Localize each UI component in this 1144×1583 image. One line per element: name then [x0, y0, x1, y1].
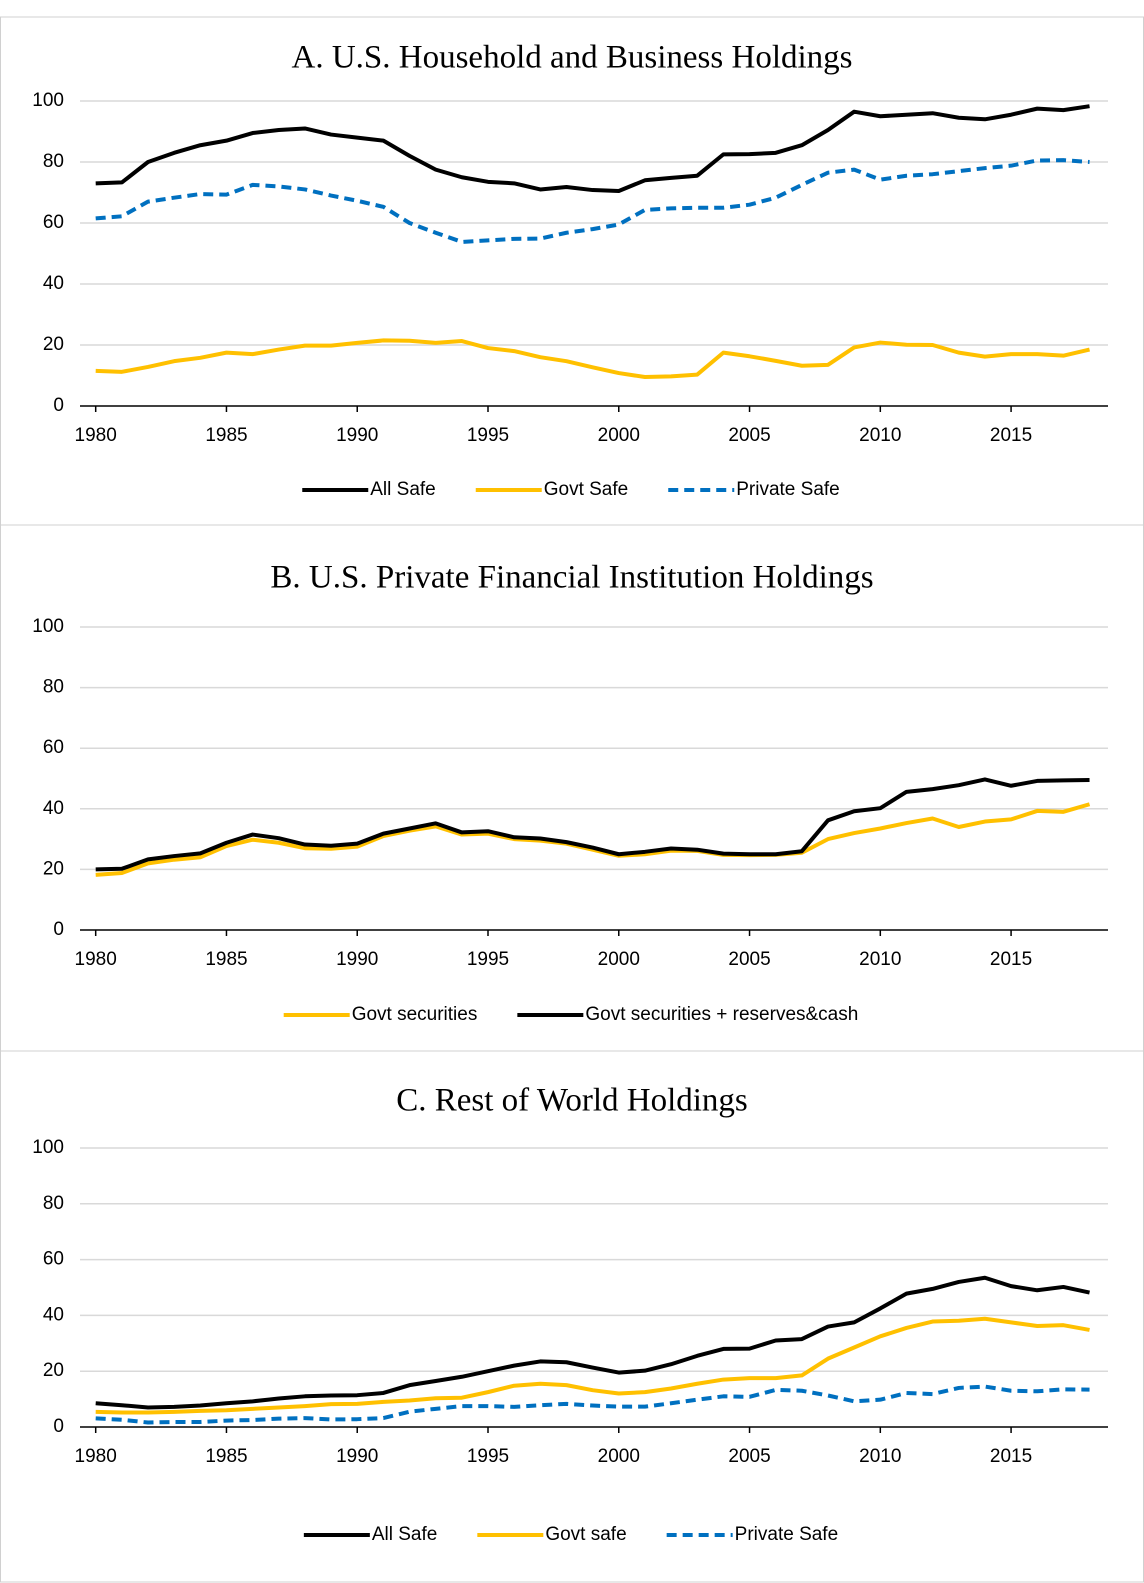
- x-tick-label: 2015: [990, 425, 1032, 446]
- x-tick-label: 1985: [205, 949, 247, 970]
- x-tick-label: 1995: [467, 1446, 509, 1467]
- x-tick-label: 1995: [467, 949, 509, 970]
- x-tick-label: 2005: [728, 949, 770, 970]
- panel-frame: [0, 524, 1144, 1052]
- legend-label: All Safe: [370, 479, 435, 500]
- x-tick-label: 2010: [859, 425, 901, 446]
- series-line: [95, 338, 1090, 380]
- y-tick-label: 40: [43, 1304, 64, 1325]
- y-tick-label: 20: [43, 858, 64, 879]
- x-tick-label: 2005: [728, 1446, 770, 1467]
- y-tick-label: 0: [53, 395, 64, 416]
- x-tick-label: 1990: [336, 1446, 378, 1467]
- chart-title: B. U.S. Private Financial Institution Ho…: [270, 560, 873, 596]
- x-tick-label: 2010: [859, 949, 901, 970]
- y-tick-label: 80: [43, 677, 64, 698]
- x-tick-label: 2015: [990, 949, 1032, 970]
- series-line: [95, 1275, 1090, 1410]
- x-tick-label: 2015: [990, 1446, 1032, 1467]
- x-tick-label: 1990: [336, 425, 378, 446]
- y-tick-label: 40: [43, 798, 64, 819]
- series-line: [95, 777, 1090, 872]
- x-tick-label: 2000: [598, 1446, 640, 1467]
- y-tick-label: 60: [43, 1249, 64, 1270]
- chart-title: C. Rest of World Holdings: [396, 1083, 748, 1119]
- x-tick-label: 1980: [75, 1446, 117, 1467]
- y-tick-label: 100: [32, 616, 64, 637]
- x-tick-label: 2000: [598, 425, 640, 446]
- x-tick-label: 1980: [75, 425, 117, 446]
- panel-frame: [0, 1050, 1144, 1583]
- x-tick-label: 1985: [205, 1446, 247, 1467]
- series-line: [95, 1316, 1090, 1415]
- x-tick-label: 1985: [205, 425, 247, 446]
- legend-label: Govt Safe: [544, 479, 629, 500]
- series-line: [95, 104, 1090, 193]
- series-line: [95, 1384, 1090, 1425]
- legend-label: Govt securities: [352, 1004, 478, 1025]
- legend-label: Govt safe: [545, 1524, 626, 1545]
- y-tick-label: 40: [43, 273, 64, 294]
- y-tick-label: 60: [43, 737, 64, 758]
- x-tick-label: 1995: [467, 425, 509, 446]
- y-tick-label: 20: [43, 1360, 64, 1381]
- y-tick-label: 0: [53, 919, 64, 940]
- legend-label: All Safe: [372, 1524, 437, 1545]
- x-tick-label: 1980: [75, 949, 117, 970]
- y-tick-label: 100: [32, 90, 64, 111]
- chart-title: A. U.S. Household and Business Holdings: [291, 40, 852, 76]
- x-tick-label: 2010: [859, 1446, 901, 1467]
- y-tick-label: 60: [43, 212, 64, 233]
- y-tick-label: 100: [32, 1137, 64, 1158]
- panel-frame: [0, 16, 1144, 526]
- legend-label: Govt securities + reserves&cash: [585, 1004, 858, 1025]
- series-line: [95, 158, 1090, 244]
- x-tick-label: 2005: [728, 425, 770, 446]
- x-tick-label: 2000: [598, 949, 640, 970]
- y-tick-label: 0: [53, 1416, 64, 1437]
- y-tick-label: 80: [43, 1193, 64, 1214]
- legend-label: Private Safe: [736, 479, 840, 500]
- y-tick-label: 80: [43, 151, 64, 172]
- legend-label: Private Safe: [735, 1524, 839, 1545]
- series-line: [95, 802, 1091, 877]
- y-tick-label: 20: [43, 334, 64, 355]
- x-tick-label: 1990: [336, 949, 378, 970]
